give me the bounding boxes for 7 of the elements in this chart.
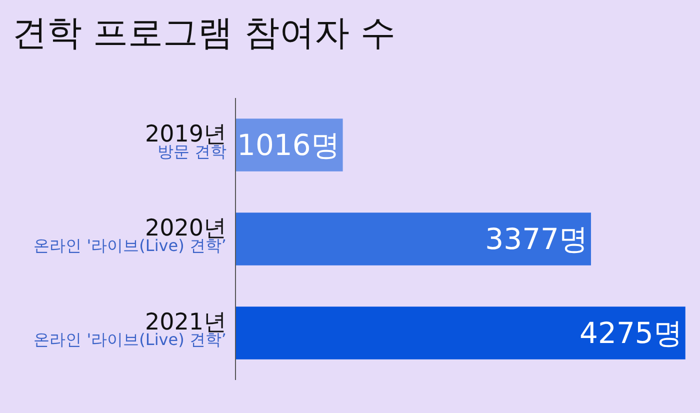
y-tick-label: 2021년 온라인 '라이브(Live) 견학’: [34, 309, 226, 349]
chart-title: 견학 프로그램 참여자 수: [12, 14, 396, 54]
y-tick-label: 2019년 방문 견학: [144, 121, 226, 161]
data-label: 3377명: [485, 222, 588, 256]
y-tick-label: 2020년 온라인 '라이브(Live) 견학’: [34, 215, 226, 255]
data-label: 4275명: [580, 316, 682, 350]
data-label: 1016명: [236, 128, 340, 162]
